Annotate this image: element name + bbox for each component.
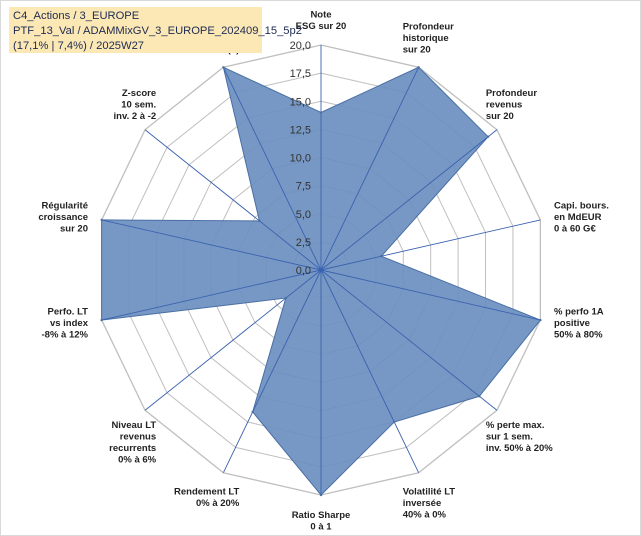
data-point [100, 218, 103, 222]
axis-spoke [320, 269, 498, 411]
axis-spoke [320, 67, 420, 271]
axis-spoke [320, 269, 420, 473]
axis-label: Z-score 10 sem. inv. 2 à -2 [114, 88, 157, 122]
axis-label: Volatilité LT inversée 40% à 0% [403, 486, 456, 520]
axis-label: Rendement LT 0% à 20% [174, 486, 240, 509]
data-point [539, 318, 542, 322]
axis-spoke [222, 67, 322, 271]
axis-label: % perte max. sur 1 sem. inv. 50% à 20% [486, 420, 553, 454]
axis-spoke [222, 269, 322, 473]
axis-label: Ratio Sharpe 0 à 1 [292, 510, 351, 533]
axis-label: Capi. bours. en MdEUR 0 à 60 G€ [554, 200, 609, 234]
axis-label: Profondeur revenus sur 20 [486, 88, 537, 122]
axis-spoke [144, 269, 322, 411]
data-point [393, 420, 396, 424]
data-point [417, 66, 420, 69]
data-point [100, 318, 103, 322]
tick-label: 2,5 [296, 237, 311, 249]
tick-label: 5,0 [296, 209, 311, 221]
tick-label: 17,5 [290, 68, 311, 80]
tick-label: 7,5 [296, 181, 311, 193]
data-point [319, 111, 323, 114]
data-point [478, 395, 481, 398]
axis-spoke [320, 269, 541, 321]
tick-label: 0,0 [296, 265, 311, 277]
axis-spoke [144, 129, 322, 271]
header-line-2: PTF_13_Val / ADAMMixGV_3_EUROPE_202409_1… [13, 25, 302, 37]
tick-label: 12,5 [290, 124, 311, 136]
tick-label: 15,0 [290, 96, 311, 108]
data-point [486, 135, 490, 138]
data-point [319, 493, 323, 497]
axis-spoke [101, 219, 322, 271]
axis-spoke [320, 129, 498, 271]
axis-label: Régularité croissance sur 20 [38, 200, 88, 234]
data-point [258, 219, 261, 223]
axis-label: Profondeur historique sur 20 [403, 22, 454, 56]
data-point [380, 255, 383, 258]
tick-label: 10,0 [290, 153, 311, 165]
data-point [251, 410, 254, 414]
axis-label: Niveau LT revenus recurrents 0% à 6% [109, 420, 157, 466]
axis-spoke [320, 219, 541, 271]
chart-header: C4_Actions / 3_EUROPE PTF_13_Val / ADAMM… [9, 7, 302, 53]
axis-label: Perfo. LT vs index -8% à 12% [42, 307, 89, 341]
header-line-3: (17,1% | 7,4%) / 2025W27 [13, 40, 145, 52]
axis-spoke [101, 269, 322, 321]
tick-label: 20,0 [290, 40, 311, 52]
axis-label: Note ESG sur 20 [296, 10, 347, 33]
axis-label: % perfo 1A positive 50% à 80% [554, 307, 604, 341]
data-point [222, 66, 225, 69]
header-line-1: C4_Actions / 3_EUROPE [13, 10, 140, 22]
data-point [284, 296, 288, 300]
